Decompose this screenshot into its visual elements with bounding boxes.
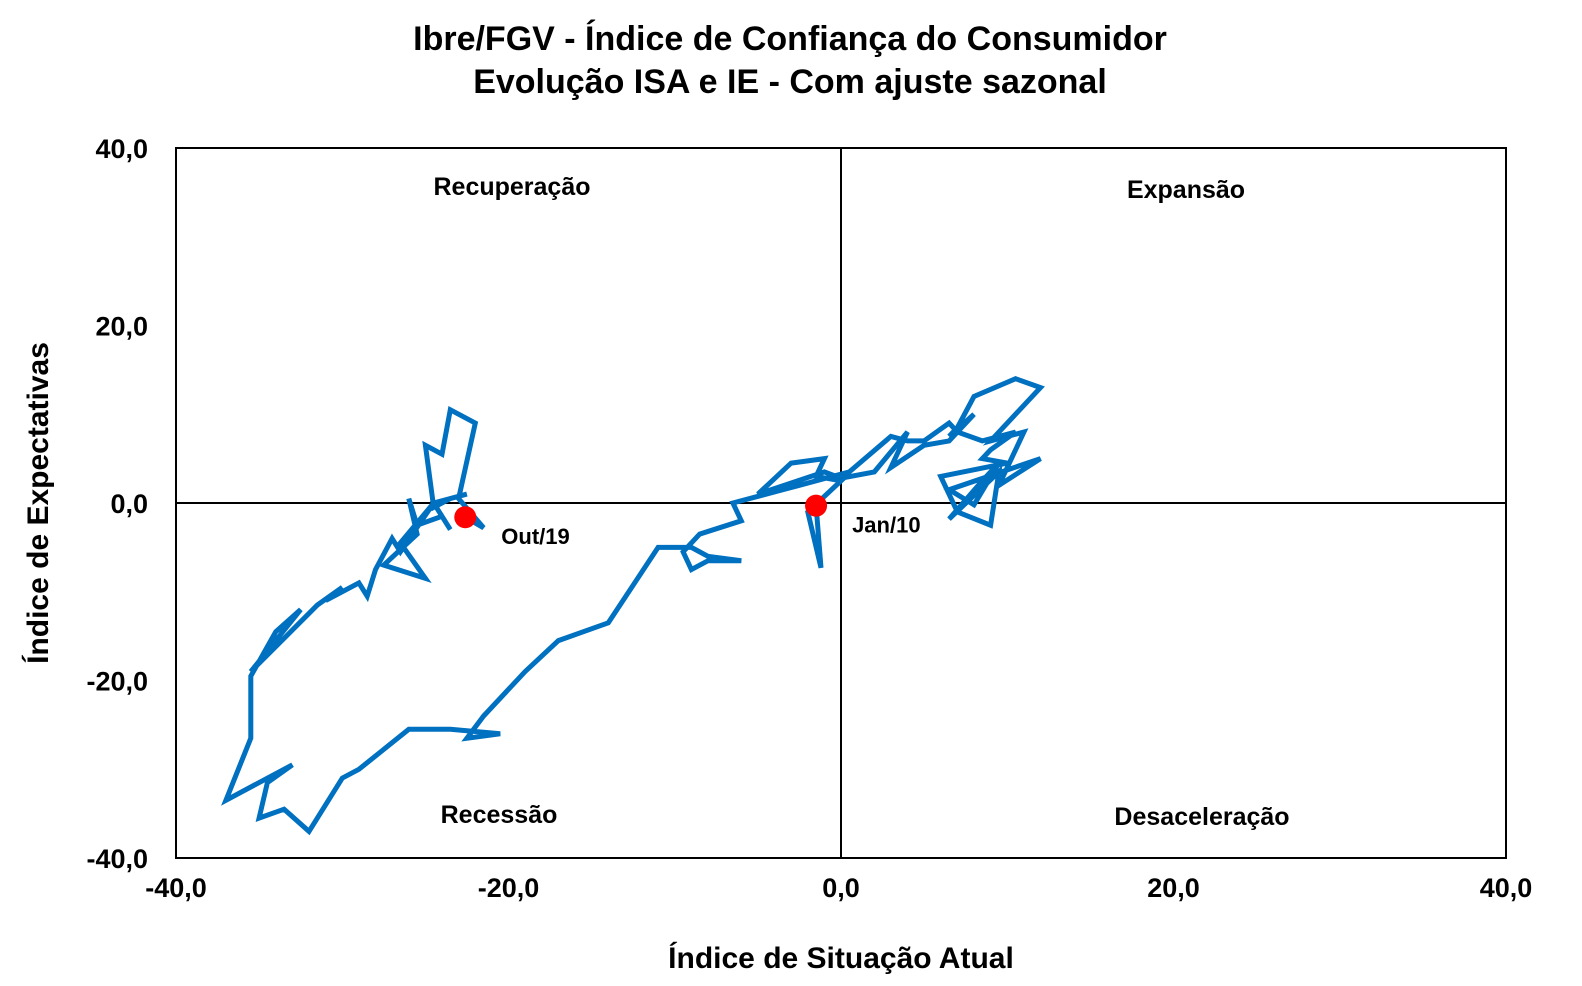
highlight-point-label: Jan/10	[852, 513, 921, 538]
x-tick-label: 0,0	[822, 873, 860, 903]
x-tick-label: -20,0	[478, 873, 540, 903]
quadrant-label-desaceleracao: Desaceleração	[1114, 803, 1289, 831]
x-axis-label: Índice de Situação Atual	[668, 941, 1014, 975]
highlight-point-label: Out/19	[501, 524, 569, 549]
y-axis-label: Índice de Expectativas	[21, 342, 55, 664]
axes-layer: -40,0 -20,0 0,0 20,0 40,0 40,0 20,0 0,0 -20,0 -40…	[86, 134, 1532, 903]
x-tick-label: 20,0	[1147, 873, 1200, 903]
y-tick-label: 20,0	[95, 312, 148, 342]
quadrant-label-recessao: Recessão	[441, 801, 558, 829]
x-tick-label: -40,0	[145, 873, 207, 903]
highlight-point	[454, 506, 477, 529]
quadrant-label-expansao: Expansão	[1127, 176, 1245, 204]
y-tick-label: -20,0	[86, 667, 148, 697]
y-tick-label: 0,0	[110, 489, 148, 519]
chart-title: Ibre/FGV - Índice de Confiança do Consum…	[413, 20, 1167, 58]
quadrant-labels: Recuperação Expansão Recessão Desacelera…	[433, 173, 1289, 831]
chart-subtitle: Evolução ISA e IE - Com ajuste sazonal	[473, 63, 1107, 101]
quadrant-label-recuperacao: Recuperação	[433, 173, 590, 201]
series-line	[221, 376, 1045, 836]
y-tick-label: -40,0	[86, 844, 148, 874]
y-tick-label: 40,0	[95, 134, 148, 164]
highlight-point	[805, 494, 828, 517]
highlight-layer: Jan/10 Out/19	[454, 494, 921, 549]
series-layer	[221, 376, 1045, 836]
x-tick-label: 40,0	[1480, 873, 1533, 903]
